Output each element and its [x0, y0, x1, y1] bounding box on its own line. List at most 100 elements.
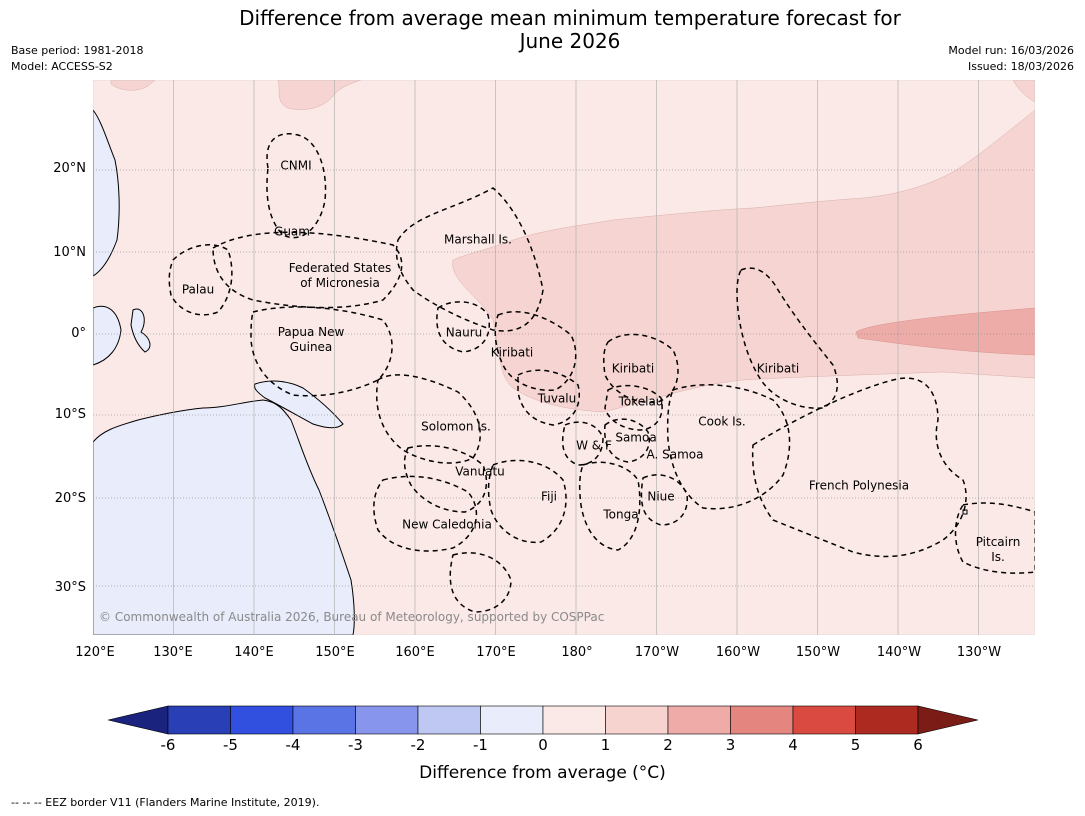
lon-label-160w: 160°W: [715, 645, 761, 660]
lon-label-170w: 170°W: [634, 645, 680, 660]
region-label-fsm: Federated States of Micronesia: [289, 261, 391, 291]
eez-kiribati-central: [603, 333, 679, 404]
region-label-new-caledonia: New Caledonia: [402, 517, 492, 532]
colorbar-tick-label: 1: [600, 736, 611, 754]
anomaly-zone-1-2-northwest: [110, 80, 156, 91]
colorbar-segment--1-to-0: [480, 705, 544, 735]
colorbar-segment-4-to-5: [792, 705, 856, 735]
png-line-1: Papua New: [277, 325, 345, 339]
region-label-samoa: Samoa: [615, 430, 657, 445]
colorbar-tick-label: -3: [348, 736, 363, 754]
eez-cook: [666, 384, 791, 510]
colorbar-tick-label: 5: [850, 736, 861, 754]
lon-label-160e: 160°E: [395, 645, 435, 660]
pitcairn-line-2: Is.: [991, 550, 1005, 564]
region-label-tokelau: Tokelau: [618, 394, 664, 409]
eez-marshall: [395, 187, 544, 332]
eez-new-caledonia: [373, 475, 478, 552]
lon-label-140w: 140°W: [876, 645, 922, 660]
lat-label-10n: 10°N: [53, 245, 86, 260]
colorbar-segment--3-to--2: [355, 705, 419, 735]
model-run: Model run: 16/03/2026: [948, 44, 1074, 57]
colorbar-segment--5-to--4: [230, 705, 294, 735]
region-label-png: Papua New Guinea: [278, 325, 345, 355]
colorbar-tick-label: 4: [788, 736, 798, 754]
colorbar: [108, 705, 979, 735]
region-label-fiji: Fiji: [540, 489, 558, 504]
lat-label-0: 0°: [71, 326, 86, 341]
eez-borders: [168, 133, 1035, 613]
colorbar-segment-3-to-4: [730, 705, 794, 735]
colorbar-label: Difference from average (°C): [419, 763, 666, 783]
region-label-wf: W & F: [576, 438, 612, 453]
model-name: Model: ACCESS-S2: [11, 60, 113, 73]
eez-french-polynesia: [751, 377, 967, 558]
colorbar-extension-high: [917, 705, 979, 735]
region-label-marshall: Marshall Is.: [444, 232, 512, 247]
base-period: Base period: 1981-2018: [11, 44, 144, 57]
australia-land: [93, 399, 355, 635]
title-line-1: Difference from average mean minimum tem…: [239, 6, 901, 30]
eez-fsm: [212, 231, 403, 309]
lon-label-170e: 170°E: [476, 645, 516, 660]
graticule: [173, 80, 979, 635]
png-line-2: Guinea: [289, 340, 333, 354]
copyright-notice: © Commonwealth of Australia 2026, Bureau…: [99, 610, 605, 624]
map-panel: [93, 80, 1035, 635]
pitcairn-line-1: Pitcairn: [975, 535, 1021, 549]
eez-tonga: [578, 461, 641, 551]
title-line-2: June 2026: [519, 29, 621, 53]
region-label-kiribati-east: Kiribati: [756, 361, 800, 376]
eez-vanuatu: [403, 445, 488, 513]
region-label-kiribati-west: Kiribati: [490, 345, 534, 360]
region-label-palau: Palau: [181, 282, 215, 297]
region-label-guam: Guam: [274, 224, 310, 239]
region-label-kiribati-central: Kiribati: [611, 361, 655, 376]
eez-niue: [640, 474, 688, 526]
lat-label-10s: 10°S: [54, 407, 86, 422]
lon-label-140e: 140°E: [234, 645, 274, 660]
fsm-line-1: Federated States: [288, 261, 392, 275]
eez-fiji: [487, 459, 567, 544]
region-label-cnmi: CNMI: [280, 158, 312, 173]
colorbar-segment--6-to--5: [167, 705, 231, 735]
colorbar-tick-label: -6: [160, 736, 176, 754]
lon-label-120e: 120°E: [75, 645, 115, 660]
colorbar-tick-label: 3: [725, 736, 736, 754]
region-label-cook: Cook Is.: [698, 414, 746, 429]
region-label-asamoa: A. Samoa: [646, 447, 704, 462]
anomaly-zone-1-2-northeast: [1012, 80, 1035, 103]
region-label-vanuatu: Vanuatu: [455, 464, 505, 479]
colorbar-tick-label: 2: [663, 736, 673, 754]
colorbar-tick-label: -5: [223, 736, 238, 754]
colorbar-tick-label: -1: [473, 736, 488, 754]
colorbar-tick-label: 0: [538, 736, 548, 754]
graticule-lat: [93, 169, 1035, 587]
lon-label-180: 180°: [561, 645, 593, 660]
lat-label-30s: 30°S: [54, 580, 86, 595]
landmasses: [93, 109, 968, 635]
eez-nauru: [436, 301, 490, 353]
region-label-pitcairn: Pitcairn Is.: [976, 535, 1021, 565]
eez-pitcairn: [954, 502, 1035, 574]
colorbar-segment-0-to-1: [542, 705, 606, 735]
anomaly-zone-1-2-north: [277, 80, 362, 110]
lon-label-150e: 150°E: [315, 645, 355, 660]
eez-samoa: [604, 418, 650, 463]
sulawesi-land: [130, 308, 151, 353]
lat-label-20s: 20°S: [54, 491, 86, 506]
region-label-niue: Niue: [647, 489, 675, 504]
colorbar-segment--2-to--1: [417, 705, 481, 735]
region-label-solomon: Solomon Is.: [421, 419, 491, 434]
anomaly-zone-2-3: [855, 307, 1035, 356]
colorbar-tick-label: -2: [410, 736, 426, 754]
region-label-french-polynesia: French Polynesia: [808, 478, 910, 493]
lat-label-20n: 20°N: [53, 161, 86, 176]
region-label-tuvalu: Tuvalu: [537, 391, 577, 406]
new-guinea-land: [254, 380, 344, 429]
philippines-land: [93, 109, 120, 277]
map-title: Difference from average mean minimum tem…: [170, 7, 970, 53]
colorbar-segment--4-to--3: [292, 705, 356, 735]
colorbar-segment-2-to-3: [667, 705, 731, 735]
meta-left: Base period: 1981-2018 Model: ACCESS-S2: [11, 43, 143, 75]
